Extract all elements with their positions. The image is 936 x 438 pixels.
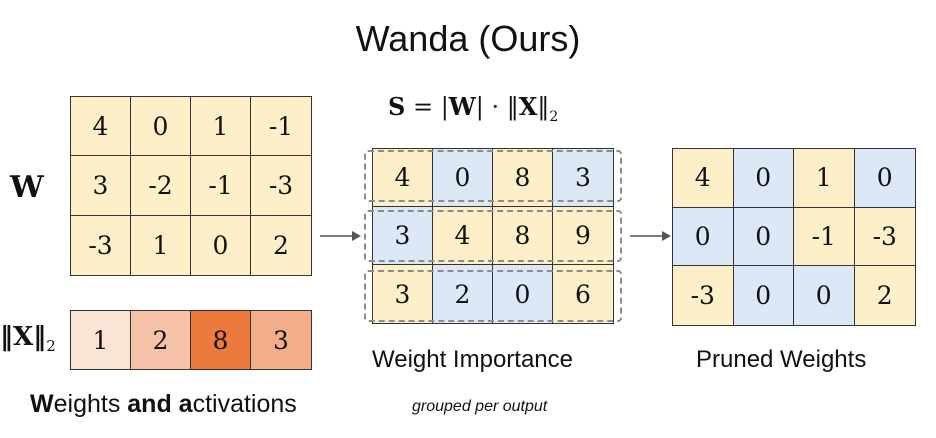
matrix-cell: 0	[433, 149, 493, 207]
matrix-cell: 2	[854, 266, 915, 325]
matrix-cell: -3	[854, 207, 915, 267]
matrix-cell: -1	[191, 156, 251, 216]
weights-matrix: 4 0 1 -1 3 -2 -1 -3 -3 1 0 2	[70, 96, 312, 276]
matrix-cell: -3	[71, 215, 131, 275]
diagram-title: Wanda (Ours)	[355, 18, 581, 59]
matrix-cell: -2	[131, 156, 191, 216]
output-group-box	[364, 210, 622, 262]
matrix-cell: 2	[251, 215, 311, 275]
matrix-cell: 0	[493, 265, 553, 323]
matrix-cell: 0	[794, 266, 855, 325]
matrix-cell: -1	[794, 207, 855, 267]
grouped-caption: grouped per output	[412, 398, 548, 415]
matrix-cell: 9	[553, 207, 613, 265]
matrix-cell: 4	[673, 149, 734, 208]
matrix-cell: 0	[131, 97, 191, 157]
matrix-cell: 1	[794, 149, 855, 208]
matrix-cell: -3	[673, 266, 734, 325]
pruned-weights-matrix: 4 0 1 0 0 0 -1 -3 -3 0 0 2	[672, 148, 916, 326]
matrix-cell: 4	[71, 97, 131, 157]
matrix-cell: 0	[733, 266, 794, 325]
activation-cell: 2	[131, 311, 191, 369]
importance-formula: S = |W| · ‖X‖2	[388, 92, 559, 125]
matrix-cell: 3	[373, 265, 433, 323]
matrix-cell: 2	[433, 265, 493, 323]
matrix-cell: 3	[71, 156, 131, 216]
importance-caption: Weight Importance	[372, 346, 573, 373]
matrix-cell: 8	[493, 207, 553, 265]
matrix-cell: -3	[251, 156, 311, 216]
activation-cell: 3	[251, 311, 311, 369]
matrix-cell: 0	[854, 149, 915, 208]
activation-cell: 1	[71, 311, 131, 369]
matrix-cell: -1	[251, 97, 311, 157]
matrix-cell: 0	[191, 215, 251, 275]
matrix-cell: 3	[553, 149, 613, 207]
weights-label: W	[10, 170, 44, 205]
activation-cell: 8	[191, 311, 251, 369]
matrix-cell: 1	[131, 215, 191, 275]
matrix-cell: 1	[191, 97, 251, 157]
matrix-cell: 0	[733, 149, 794, 208]
matrix-cell: 8	[493, 149, 553, 207]
weights-activations-caption: Weights and activations	[30, 390, 297, 418]
matrix-cell: 4	[433, 207, 493, 265]
pruned-caption: Pruned Weights	[696, 346, 867, 373]
matrix-cell: 4	[373, 149, 433, 207]
activation-norm-label: ‖X‖2	[0, 322, 56, 356]
output-group-box	[364, 150, 622, 202]
arrow-right-icon	[320, 231, 361, 241]
output-group-box	[364, 270, 622, 322]
arrow-right-icon	[630, 231, 671, 241]
matrix-cell: 6	[553, 265, 613, 323]
matrix-cell: 0	[733, 207, 794, 267]
matrix-cell: 3	[373, 207, 433, 265]
matrix-cell: 0	[673, 207, 734, 267]
